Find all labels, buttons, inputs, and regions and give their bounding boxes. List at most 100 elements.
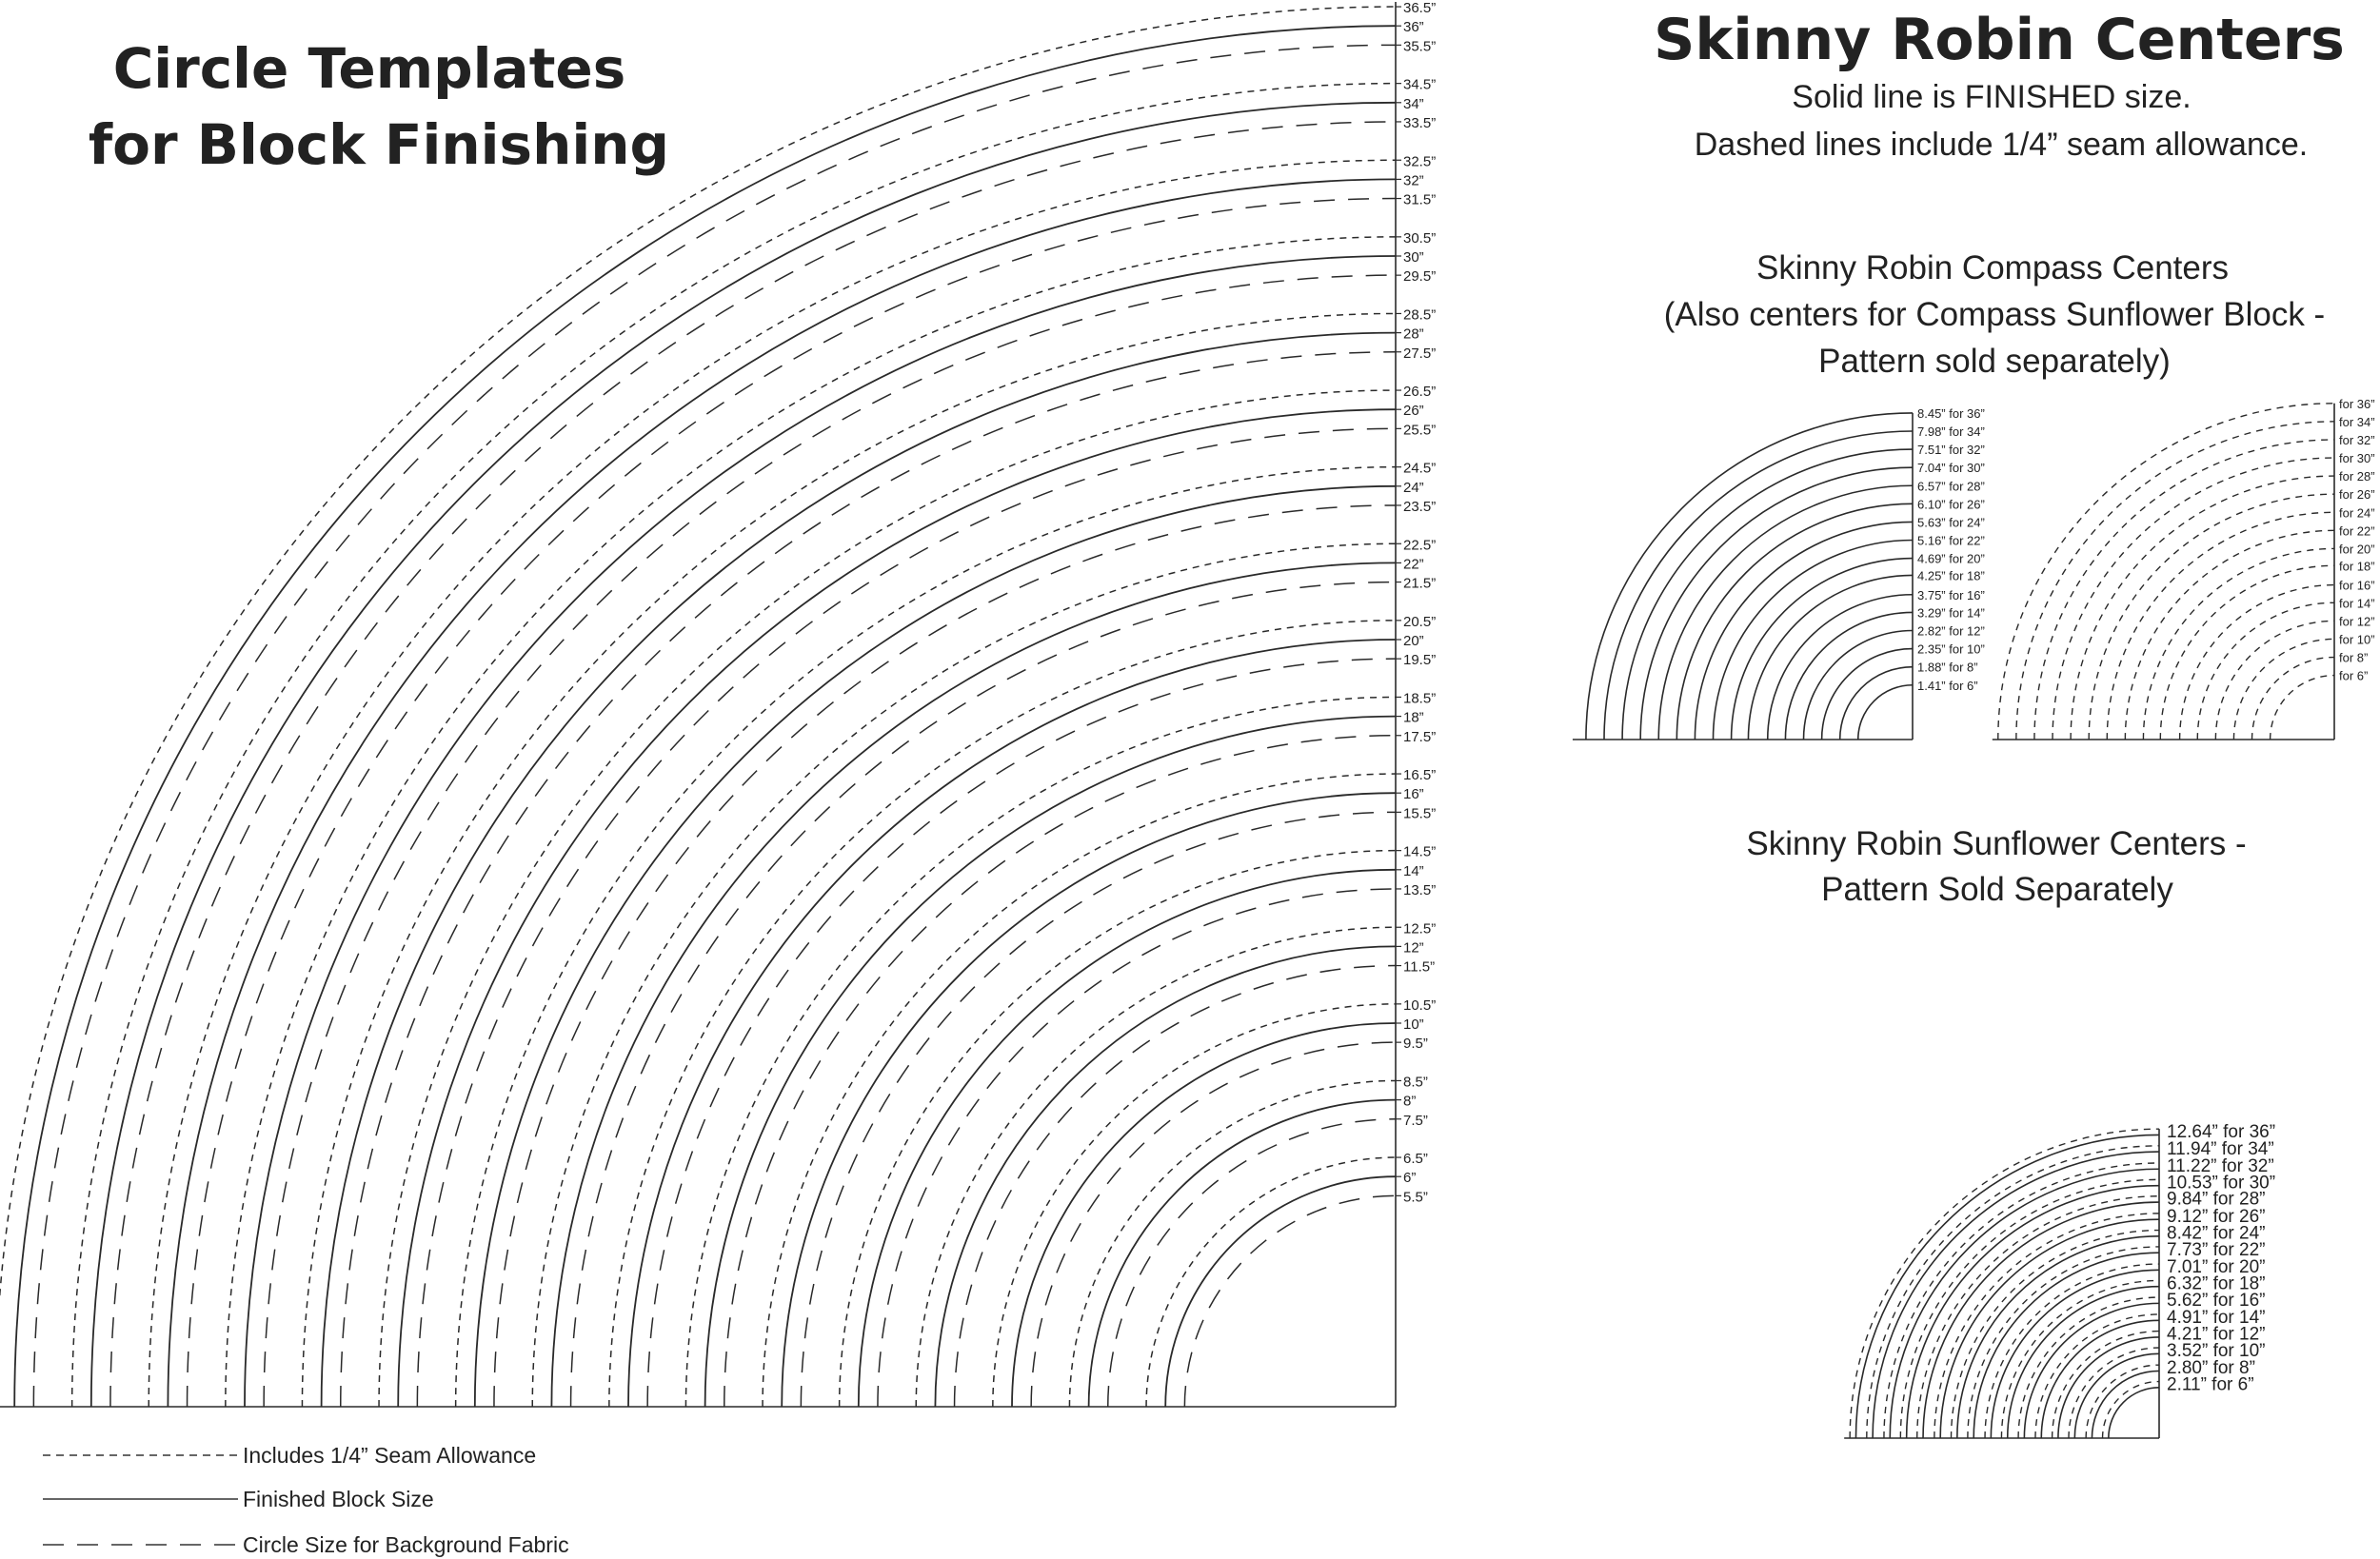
compass-heading-line3: Pattern sold separately) bbox=[1818, 343, 2171, 380]
ring-label: 30.5” bbox=[1403, 230, 1436, 247]
ring-18-5-short-dash bbox=[684, 696, 1397, 1408]
ring-36-5-short-dash bbox=[0, 6, 1397, 1303]
ring-36-solid bbox=[13, 25, 1397, 1408]
ring-label: 34” bbox=[1403, 96, 1424, 112]
compass-dashed-arc bbox=[2214, 620, 2335, 740]
ring-34-5-short-dash bbox=[70, 82, 1397, 1408]
ring-label: 7.5” bbox=[1403, 1113, 1428, 1129]
ring-label: 17.5” bbox=[1403, 729, 1436, 745]
compass-dashed-arc bbox=[2251, 656, 2335, 740]
legend: Includes 1/4” Seam Allowance Finished Bl… bbox=[43, 1443, 569, 1557]
compass-dashed-arc bbox=[2196, 602, 2335, 740]
legend-seam-label: Includes 1/4” Seam Allowance bbox=[243, 1443, 536, 1468]
compass-solid-label: 2.35” for 10” bbox=[1917, 642, 1985, 657]
sunflower-dashed-arc bbox=[1984, 1263, 2160, 1439]
sunflower-heading-line2: Pattern Sold Separately bbox=[1821, 871, 2173, 908]
compass-solid-arc bbox=[1802, 629, 1914, 740]
ring-label: 29.5” bbox=[1403, 268, 1436, 285]
sunflower-label: 7.01” for 20” bbox=[2167, 1257, 2266, 1277]
compass-solid-label: 3.29” for 14” bbox=[1917, 605, 1985, 620]
sunflower-solid-arc bbox=[1990, 1269, 2160, 1439]
ring-15-5-long-dash bbox=[800, 811, 1397, 1408]
compass-solid-arc bbox=[1712, 539, 1914, 740]
compass-solid-arc bbox=[1838, 665, 1914, 740]
ring-label: 22.5” bbox=[1403, 537, 1436, 553]
sunflower-label: 12.64” for 36” bbox=[2167, 1122, 2275, 1142]
compass-solid-label: 8.45” for 36” bbox=[1917, 406, 1985, 421]
compass-solid-label: 2.82” for 12” bbox=[1917, 624, 1985, 639]
sunflower-solid-arc bbox=[1905, 1184, 2160, 1439]
sunflower-solid-arc bbox=[1872, 1151, 2160, 1439]
sunflower-dashed-arc bbox=[1883, 1162, 2160, 1439]
compass-solid-arc bbox=[1657, 484, 1914, 740]
ring-23-5-long-dash bbox=[493, 504, 1397, 1408]
right-subtitle-line1: Solid line is FINISHED size. bbox=[1792, 79, 2191, 115]
ring-label: 18.5” bbox=[1403, 690, 1436, 706]
compass-dashed-label: for 16” bbox=[2339, 579, 2375, 593]
sunflower-label: 11.22” for 32” bbox=[2167, 1156, 2274, 1176]
ring-label: 10” bbox=[1403, 1016, 1424, 1033]
sunflower-dashed-arc bbox=[2000, 1279, 2160, 1439]
ring-27-5-long-dash bbox=[340, 351, 1397, 1408]
ring-6-solid bbox=[1164, 1175, 1397, 1408]
compass-dashed-label: for 20” bbox=[2339, 542, 2375, 556]
ring-label: 20” bbox=[1403, 633, 1424, 649]
ring-label: 21.5” bbox=[1403, 576, 1436, 592]
compass-solid-arc bbox=[1784, 611, 1914, 740]
ring-14-5-short-dash bbox=[838, 849, 1397, 1408]
right-title: Skinny Robin Centers bbox=[1654, 7, 2345, 73]
compass-dashed-label: for 22” bbox=[2339, 523, 2375, 538]
ring-label: 24” bbox=[1403, 480, 1424, 496]
sunflower-label: 4.21” for 12” bbox=[2167, 1325, 2266, 1345]
ring-28-solid bbox=[320, 331, 1397, 1408]
sunflower-solid-arc bbox=[1889, 1168, 2160, 1439]
sunflower-label: 9.84” for 28” bbox=[2167, 1190, 2266, 1210]
ring-label: 10.5” bbox=[1403, 997, 1436, 1014]
compass-solid-arc bbox=[1747, 574, 1914, 740]
sunflower-label: 6.32” for 18” bbox=[2167, 1273, 2266, 1293]
compass-dashed-arc bbox=[2088, 493, 2335, 740]
ring-label: 22” bbox=[1403, 556, 1424, 572]
sunflower-solid-arc bbox=[2057, 1336, 2160, 1439]
compass-solid-arc bbox=[1820, 647, 1914, 740]
compass-dashed-arc bbox=[2232, 638, 2335, 740]
ring-label: 15.5” bbox=[1403, 805, 1436, 821]
compass-solid-label: 7.51” for 32” bbox=[1917, 443, 1985, 457]
compass-dashed-arc bbox=[2124, 529, 2335, 740]
ring-19-5-long-dash bbox=[646, 658, 1397, 1408]
compass-dashed-label: for 10” bbox=[2339, 632, 2375, 646]
legend-finished-label: Finished Block Size bbox=[243, 1487, 434, 1511]
compass-solid-template bbox=[1572, 412, 1914, 740]
compass-solid-label: 6.10” for 26” bbox=[1917, 497, 1985, 511]
ring-label: 28.5” bbox=[1403, 306, 1436, 323]
sunflower-template bbox=[1844, 1128, 2160, 1439]
compass-solid-arc bbox=[1766, 593, 1914, 740]
sunflower-solid-arc bbox=[1922, 1201, 2160, 1439]
ring-18-solid bbox=[704, 715, 1397, 1408]
compass-solid-labels: 8.45” for 36” 7.98” for 34” 7.51” for 32” 7… bbox=[1917, 406, 1985, 693]
sunflower-label: 7.73” for 22” bbox=[2167, 1240, 2266, 1260]
ring-label: 16.5” bbox=[1403, 767, 1436, 783]
compass-solid-arc bbox=[1730, 557, 1914, 740]
sunflower-label: 9.12” for 26” bbox=[2167, 1207, 2266, 1227]
ring-label: 6” bbox=[1403, 1170, 1416, 1186]
compass-solid-arc bbox=[1856, 683, 1914, 740]
ring-20-solid bbox=[627, 639, 1397, 1408]
compass-dashed-label: for 8” bbox=[2339, 651, 2368, 665]
ring-26-5-short-dash bbox=[378, 389, 1397, 1408]
sunflower-label: 11.94” for 34” bbox=[2167, 1139, 2274, 1159]
ring-12-solid bbox=[934, 945, 1397, 1408]
sunflower-solid-arc bbox=[1956, 1235, 2160, 1439]
sunflower-solid-arc bbox=[2040, 1319, 2160, 1439]
ring-28-5-short-dash bbox=[301, 312, 1397, 1408]
sunflower-solid-arc bbox=[2108, 1387, 2160, 1439]
circle-template-rings bbox=[0, 2, 1397, 1408]
compass-solid-label: 4.25” for 18” bbox=[1917, 568, 1985, 582]
compass-dashed-arc bbox=[1997, 403, 2335, 740]
compass-dashed-arc bbox=[2033, 439, 2335, 740]
sunflower-labels: 12.64” for 36”11.94” for 34”11.22” for 3… bbox=[2167, 1122, 2275, 1394]
ring-8-solid bbox=[1087, 1098, 1397, 1408]
sunflower-heading-line1: Skinny Robin Sunflower Centers - bbox=[1746, 825, 2246, 862]
ring-label: 35.5” bbox=[1403, 38, 1436, 54]
